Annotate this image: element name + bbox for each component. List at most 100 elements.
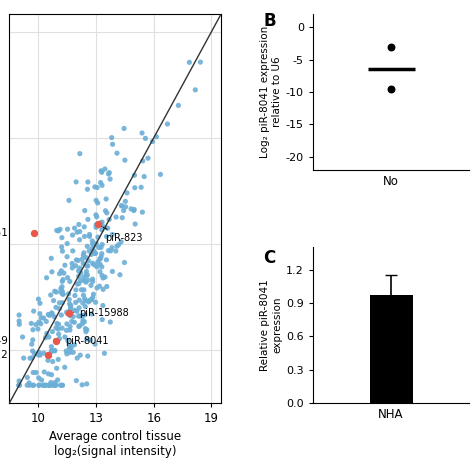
Point <box>46 382 54 389</box>
Point <box>102 195 110 203</box>
Text: piR-15988: piR-15988 <box>72 308 128 318</box>
Point <box>94 221 102 228</box>
Point <box>51 382 59 389</box>
Point <box>16 320 23 328</box>
Point <box>51 313 58 320</box>
Point <box>55 299 63 307</box>
Point <box>120 125 128 132</box>
Point <box>44 356 52 364</box>
Point <box>51 287 58 295</box>
Point <box>82 303 89 310</box>
Point <box>71 224 78 232</box>
Point <box>88 245 96 252</box>
Point <box>47 291 55 299</box>
Point <box>52 337 59 344</box>
Point <box>86 231 93 238</box>
Point <box>73 354 81 362</box>
Y-axis label: Log₂ piR-8041 expression
relative to U6: Log₂ piR-8041 expression relative to U6 <box>260 26 282 158</box>
Point <box>69 348 77 356</box>
Point <box>55 330 63 338</box>
Point <box>50 297 57 304</box>
Point <box>89 275 96 283</box>
Point <box>58 324 66 332</box>
X-axis label: Average control tissue
log₂(signal intensity): Average control tissue log₂(signal inten… <box>49 430 181 458</box>
Point <box>40 314 47 322</box>
Point <box>91 183 99 191</box>
Point <box>74 256 82 264</box>
Point <box>42 382 50 389</box>
Point <box>93 284 101 292</box>
Point <box>43 330 51 337</box>
Point <box>30 229 37 237</box>
Point <box>89 278 96 285</box>
Point <box>78 381 86 389</box>
Point <box>83 335 91 343</box>
Point <box>73 308 81 315</box>
Point <box>157 171 164 178</box>
Point <box>58 234 66 241</box>
Point <box>77 269 84 277</box>
Point <box>85 298 92 306</box>
Point <box>65 296 73 303</box>
Point <box>61 262 69 269</box>
Point <box>80 249 88 256</box>
Point <box>49 328 56 336</box>
Point <box>63 347 70 355</box>
Point <box>44 351 52 359</box>
Point <box>89 240 96 248</box>
Point <box>80 252 87 259</box>
Point <box>52 324 60 332</box>
Point <box>98 272 106 279</box>
Point <box>89 259 96 267</box>
Point <box>98 263 106 271</box>
Point <box>103 209 110 217</box>
Point <box>118 202 126 210</box>
Point <box>59 382 66 389</box>
Point <box>96 268 104 275</box>
Point <box>97 253 105 261</box>
Point <box>109 268 116 275</box>
Point <box>38 376 46 384</box>
Point <box>53 288 60 296</box>
Point <box>97 167 105 174</box>
Point <box>118 238 125 246</box>
Point <box>58 382 65 389</box>
Point <box>91 250 99 257</box>
Point <box>71 307 78 314</box>
Point <box>15 317 23 325</box>
Point <box>55 325 62 333</box>
Point <box>72 299 80 306</box>
Point <box>57 311 65 319</box>
Point <box>81 311 89 319</box>
Point <box>32 321 40 328</box>
Point <box>153 133 160 141</box>
Point <box>81 318 88 326</box>
Point <box>142 135 149 142</box>
Point <box>35 295 42 303</box>
Point <box>64 226 71 233</box>
Text: piR-823: piR-823 <box>100 226 143 243</box>
Point <box>69 247 77 255</box>
Point <box>36 382 43 389</box>
Point <box>79 317 87 324</box>
Point <box>63 309 71 316</box>
Point <box>131 184 138 191</box>
Point <box>57 267 65 274</box>
Point <box>80 292 87 299</box>
Point <box>45 370 52 378</box>
Point <box>106 169 113 176</box>
Text: C: C <box>263 249 275 267</box>
Point <box>92 249 100 257</box>
Point <box>47 255 55 262</box>
Point <box>48 347 55 355</box>
Point <box>45 333 53 341</box>
Point <box>15 382 23 389</box>
Point <box>191 86 199 94</box>
Point <box>46 311 54 319</box>
Point <box>82 268 90 275</box>
Point <box>65 197 73 204</box>
Point <box>85 247 93 255</box>
Point <box>75 296 83 304</box>
Point <box>59 276 67 283</box>
Point <box>92 221 100 228</box>
